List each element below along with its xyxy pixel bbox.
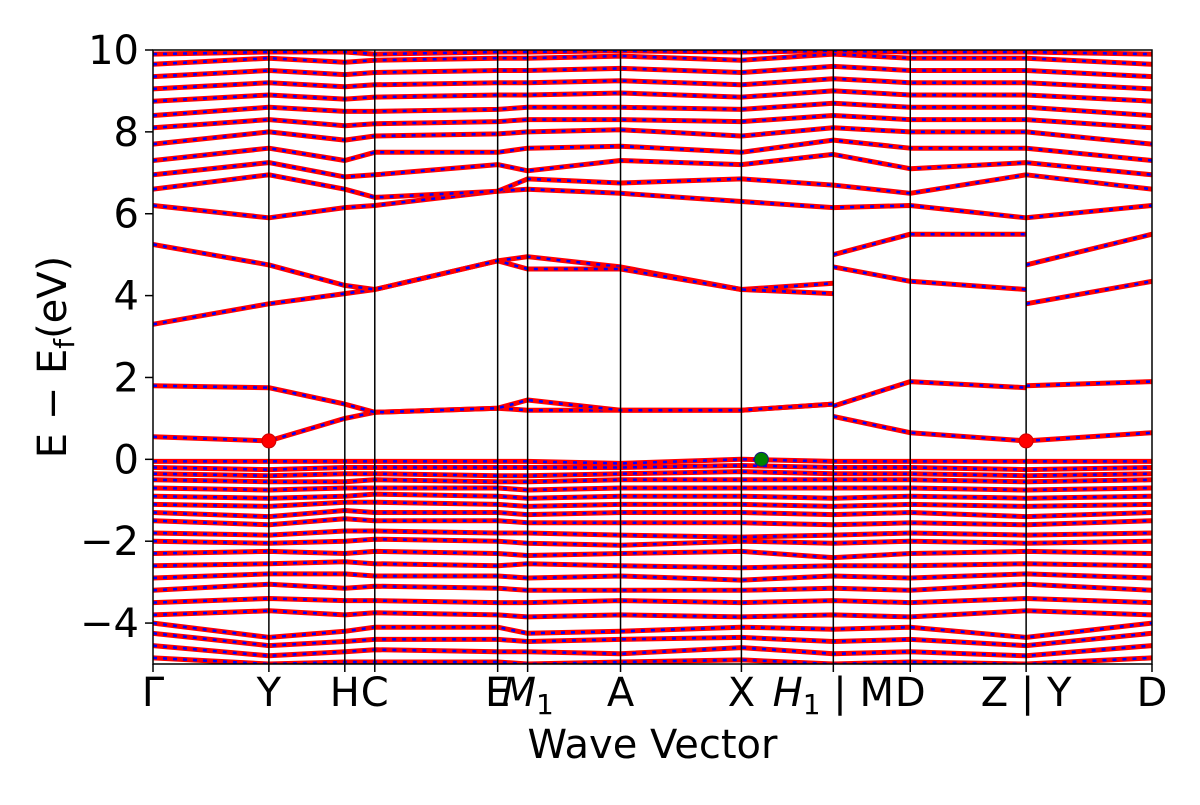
band-24-spin-up (153, 456, 1152, 466)
band-41-spin-down (153, 621, 1152, 639)
x-tick-label-3: C (361, 670, 389, 716)
band-edge-marker-1 (1018, 433, 1034, 449)
band-44-spin-down (153, 656, 1152, 664)
band-36-spin-down (153, 560, 1152, 570)
band-25-spin-down (153, 464, 1152, 471)
markers-layer (261, 433, 1034, 467)
x-tick-label-11: D (1137, 670, 1168, 716)
band-6-spin-up (832, 264, 1027, 292)
band-17-spin-down (153, 114, 1152, 130)
y-tick-label-0: −4 (80, 601, 139, 647)
band-39-spin-up (153, 596, 1152, 606)
kpoint-lines (268, 50, 1027, 664)
x-tick-label-10: Z | Y (981, 670, 1072, 716)
band-40-spin-down (153, 609, 1152, 619)
y-axis-label-subscript: f (48, 338, 81, 349)
band-27-spin-down (153, 478, 1152, 484)
band-15-spin-up (153, 137, 1152, 163)
band-30-spin-down (153, 501, 1152, 508)
band-edge-marker-0 (261, 433, 277, 449)
band-43-spin-down (153, 644, 1152, 658)
band-37-spin-down (153, 572, 1152, 582)
y-tick-label-7: 10 (88, 28, 139, 74)
y-tick-label-4: 4 (114, 274, 139, 320)
x-tick-label-9: D (895, 670, 926, 716)
band-24-spin-down (153, 458, 1152, 465)
band-edge-marker-2 (753, 451, 769, 467)
y-tick-label-5: 6 (114, 192, 139, 238)
band-26-spin-down (153, 470, 1152, 477)
band-1-spin-down (153, 384, 834, 414)
y-axis: −4 −2 0 2 4 6 8 10 (80, 28, 153, 647)
band-18-spin-down (153, 101, 1152, 117)
y-tick-label-2: 0 (114, 437, 139, 483)
x-tick-label-1: Y (256, 670, 282, 716)
y-axis-label: E − Ef(eV) (30, 256, 81, 459)
x-tick-label-6: A (607, 670, 635, 716)
band-30-spin-up (153, 499, 1152, 509)
x-tick-label-0: Γ (142, 670, 165, 716)
band-9-spin-down (1026, 380, 1152, 387)
x-tick-label-2: H (330, 670, 360, 716)
band-3-spin-up (153, 241, 834, 297)
band-23-spin-up (153, 50, 1152, 57)
band-31-spin-down (153, 509, 1152, 518)
bands-layer (153, 50, 1152, 664)
band-5-spin-up (832, 379, 1027, 409)
band-12-spin-down (153, 187, 1152, 220)
band-8-spin-down (1026, 431, 1152, 443)
band-42-spin-down (153, 632, 1152, 647)
band-35-spin-up (153, 548, 1152, 561)
band-7-spin-up (832, 231, 1027, 258)
x-tick-label-4: E (485, 670, 510, 716)
band-27-spin-up (153, 477, 1152, 485)
band-25-spin-up (153, 463, 1152, 473)
band-16-spin-down (153, 126, 1152, 146)
band-13-spin-down (153, 173, 1152, 199)
y-axis-label-unit: (eV) (30, 256, 76, 339)
plot-frame (152, 49, 1153, 665)
y-tick-label-6: 8 (114, 110, 139, 156)
band-22-spin-down (153, 52, 1152, 66)
y-axis-label-main: E − E (30, 349, 76, 459)
band-2-spin-down (153, 255, 834, 326)
band-35-spin-down (153, 550, 1152, 559)
band-29-spin-up (153, 491, 1152, 501)
band-11-spin-down (1025, 232, 1152, 267)
band-23-spin-down (153, 50, 1152, 56)
band-33-spin-up (153, 528, 1152, 540)
band-14-spin-up (153, 151, 1152, 180)
x-tick-label-7: X (728, 670, 755, 716)
band-33-spin-down (153, 529, 1152, 539)
band-15-spin-down (153, 138, 1152, 162)
band-14-spin-down (153, 153, 1152, 179)
band-4-spin-up (832, 413, 1027, 444)
band-26-spin-up (153, 469, 1152, 479)
x-axis-label: Wave Vector (528, 722, 779, 768)
band-32-spin-down (153, 517, 1152, 527)
band-2-spin-up (153, 254, 834, 327)
band-34-spin-down (153, 537, 1152, 547)
y-tick-label-3: 2 (114, 355, 139, 401)
band-28-spin-up (153, 485, 1152, 493)
band-19-spin-down (153, 89, 1152, 103)
band-38-spin-down (153, 582, 1152, 592)
y-tick-label-1: −2 (80, 519, 139, 565)
x-tick-label-5: M1 (501, 670, 553, 721)
band-20-spin-down (153, 77, 1152, 91)
band-37-spin-up (153, 571, 1152, 583)
band-29-spin-down (153, 492, 1152, 500)
x-tick-label-8: H1 | M (773, 670, 894, 721)
band-36-spin-up (153, 559, 1152, 571)
band-28-spin-down (153, 486, 1152, 492)
band-21-spin-down (153, 65, 1152, 78)
band-10-spin-down (1025, 280, 1152, 306)
band-34-spin-up (153, 536, 1152, 548)
band-39-spin-down (153, 597, 1152, 604)
